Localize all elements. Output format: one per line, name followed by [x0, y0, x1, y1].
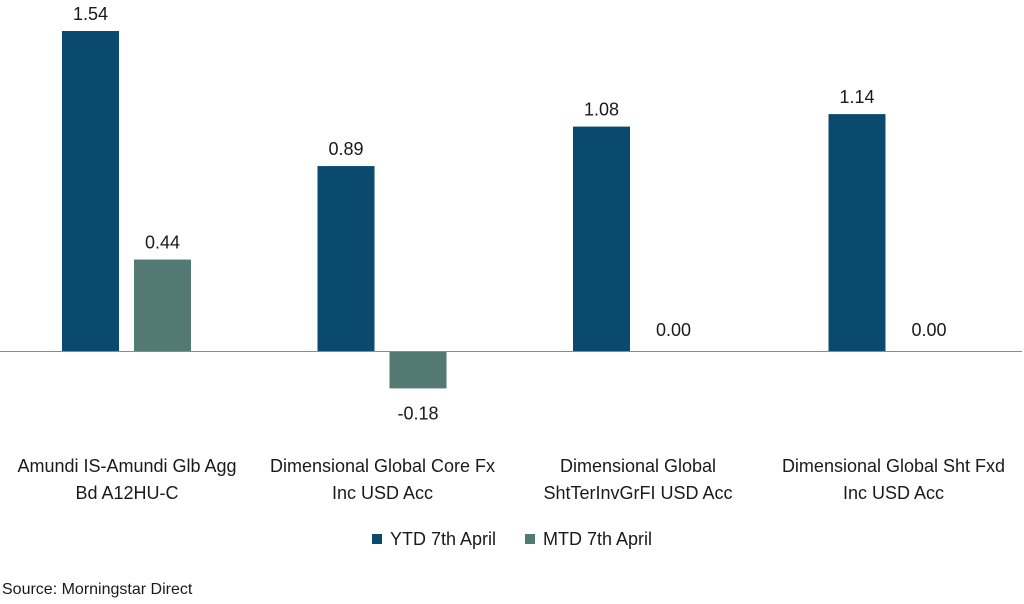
category-label-3-line-1: Inc USD Acc	[843, 483, 944, 503]
bar-ytd-0	[62, 30, 119, 351]
value-label-mtd-1: -0.18	[397, 403, 438, 423]
category-label-1-line-0: Dimensional Global Core Fx	[270, 456, 495, 476]
bar-chart: 1.54 0.44 Amundi IS-Amundi Glb Agg Bd A12HU…	[0, 4, 1022, 503]
value-label-ytd-0: 1.54	[73, 4, 108, 24]
value-label-ytd-3: 1.14	[839, 87, 874, 107]
legend-swatch-mtd	[525, 534, 536, 544]
legend-label-mtd: MTD 7th April	[543, 528, 653, 549]
bar-mtd-0	[134, 259, 191, 351]
bar-ytd-3	[828, 114, 886, 351]
legend-item-mtd: MTD 7th April	[525, 529, 652, 550]
value-label-ytd-1: 0.89	[328, 139, 363, 159]
bar-ytd-2	[573, 126, 630, 352]
value-label-mtd-2: 0.00	[656, 320, 691, 340]
legend: YTD 7th April MTD 7th April	[0, 528, 1024, 550]
category-label-0-line-1: Bd A12HU-C	[75, 483, 178, 503]
category-label-2-line-1: ShtTerInvGrFI USD Acc	[543, 483, 732, 503]
category-label-1-line-1: Inc USD Acc	[332, 483, 433, 503]
legend-label-ytd: YTD 7th April	[389, 528, 496, 549]
source-note: Source: Morningstar Direct	[2, 581, 193, 598]
value-label-mtd-0: 0.44	[145, 233, 180, 253]
category-label-3-line-0: Dimensional Global Sht Fxd	[782, 456, 1005, 476]
value-label-mtd-3: 0.00	[911, 320, 946, 340]
legend-item-ytd: YTD 7th April	[371, 528, 496, 550]
category-label-0-line-0: Amundi IS-Amundi Glb Agg	[17, 456, 236, 476]
category-label-2-line-0: Dimensional Global	[560, 456, 716, 476]
bar-ytd-1	[317, 166, 375, 351]
legend-swatch-ytd	[371, 534, 382, 544]
value-label-ytd-2: 1.08	[584, 100, 619, 120]
bar-mtd-1	[389, 351, 447, 389]
